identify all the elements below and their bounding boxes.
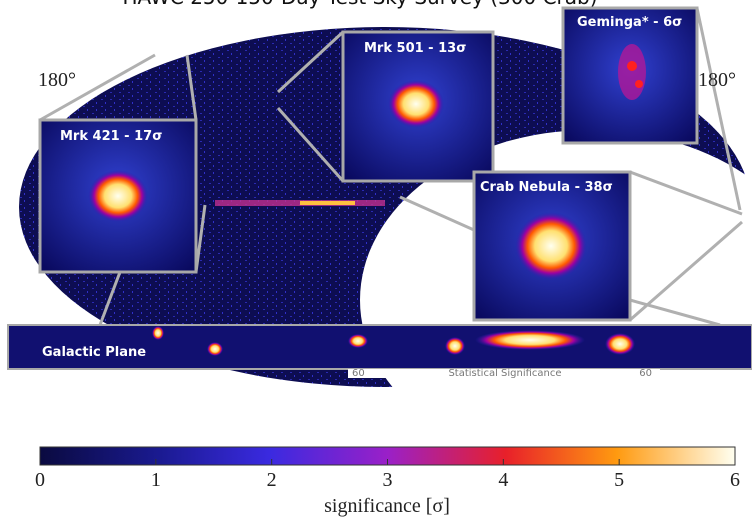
strip-text: 60 [352,368,365,379]
inset-label: Galactic Plane [42,345,146,360]
inset-label: Mrk 501 - 13σ [364,41,466,56]
inset: Geminga* - 6σ [563,8,697,143]
inset: Mrk 501 - 13σ [343,32,493,181]
colorbar-tick-label: 1 [151,469,161,491]
colorbar-tick-label: 4 [498,469,508,491]
edge-label: 180° [38,69,76,91]
title: HAWC 250-150-Day Test Sky Survey (300 Cr… [122,0,597,9]
galactic-plane-strip: Galactic Plane [8,325,752,369]
inset: Crab Nebula - 38σ [474,172,630,320]
colorbar: 0 1 2 3 4 5 6 [35,447,740,491]
strip-text: 60 [639,368,652,379]
colorbar-tick-label: 5 [614,469,624,491]
colorbar-tick-label: 2 [267,469,277,491]
inset: Mrk 421 - 17σ [40,120,196,272]
inset-label: Mrk 421 - 17σ [60,129,162,144]
colorbar-tick-label: 0 [35,469,45,491]
colorbar-tick-label: 3 [383,469,393,491]
inset-label: Geminga* - 6σ [577,15,682,30]
inset-label: Crab Nebula - 38σ [480,180,613,195]
strip-text: Statistical Significance [448,368,561,379]
figure: HAWC 250-150-Day Test Sky Survey (300 Cr… [0,0,752,522]
colorbar-label: significance [σ] [324,495,450,517]
plane-emission [300,201,355,205]
colorbar-tick-label: 6 [730,469,740,491]
edge-label: 180° [698,69,736,91]
